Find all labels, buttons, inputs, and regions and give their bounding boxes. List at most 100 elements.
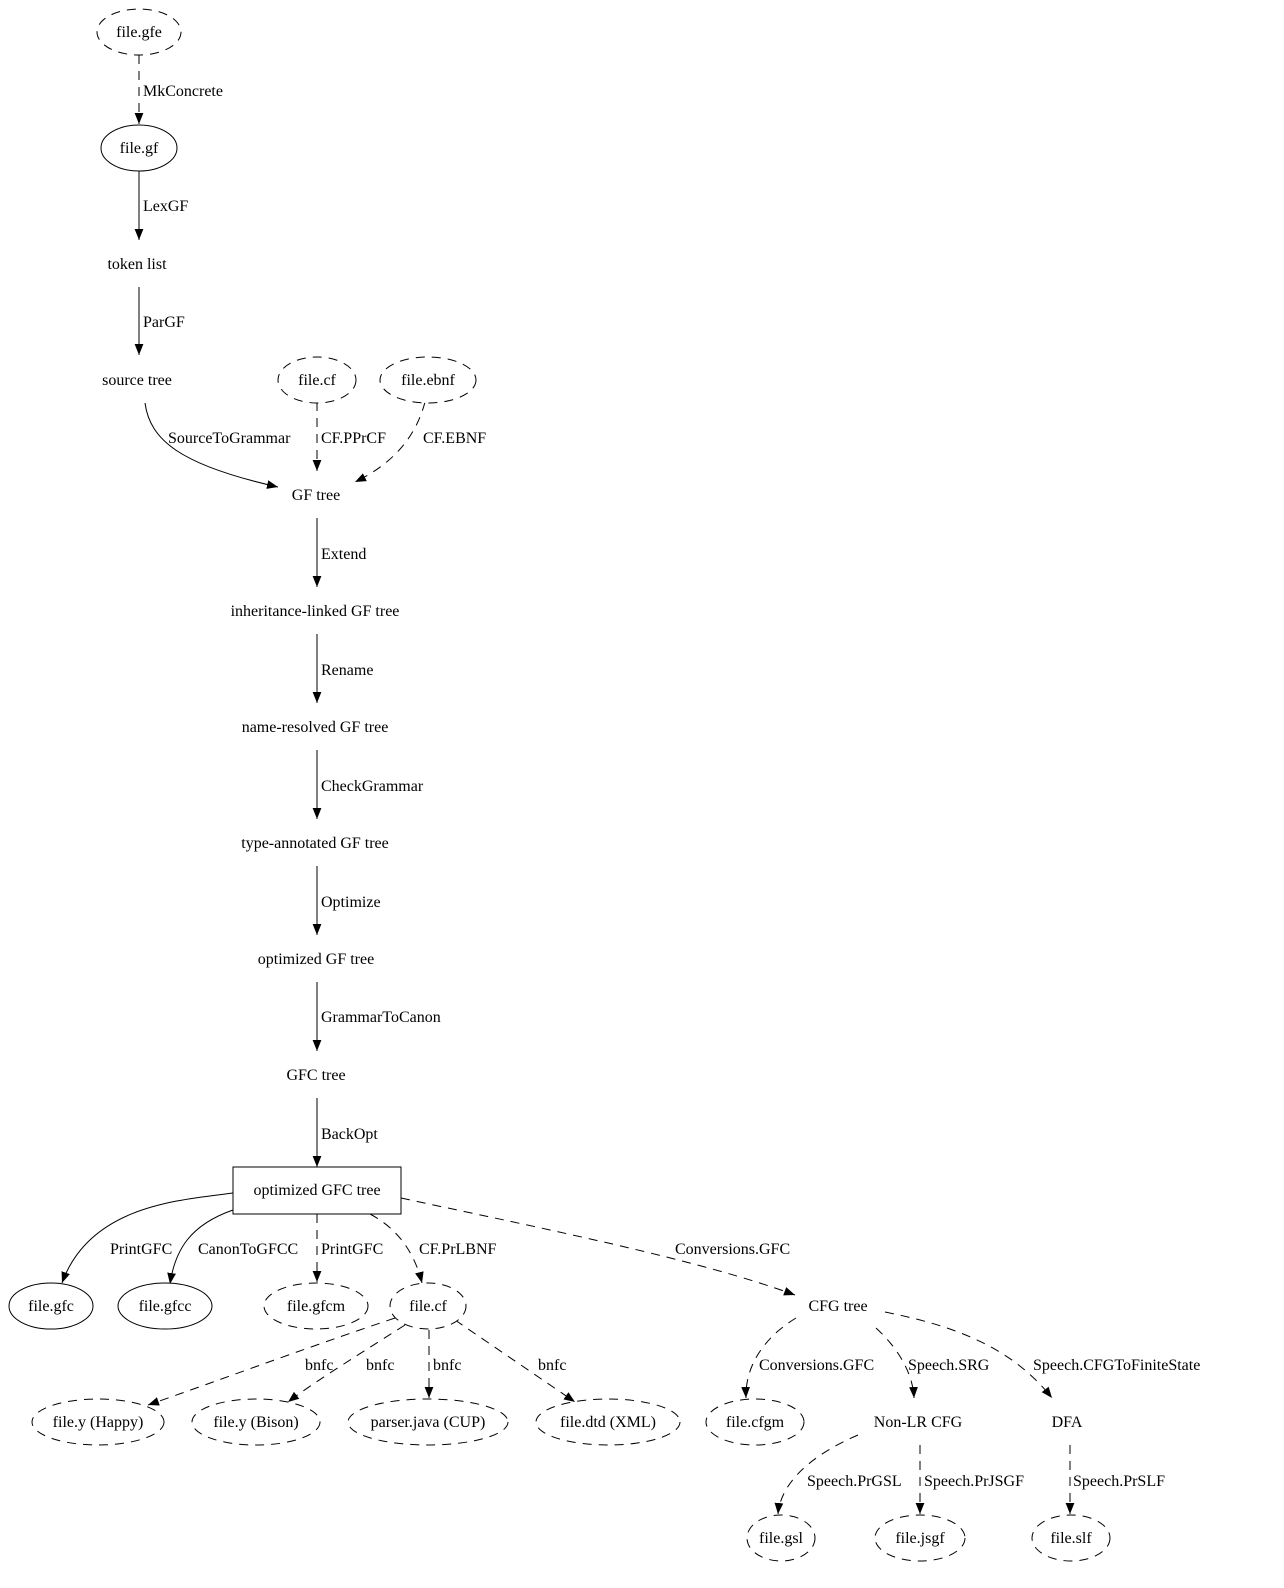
edge-label: bnfc [433,1357,461,1374]
node-gftree: GF tree [292,487,340,504]
node-jsgf: file.jsgf [874,1514,966,1562]
edge-nonlr-to-gsl [774,1434,859,1515]
node-cf2: file.cf [389,1282,467,1330]
edge-label: Speech.SRG [908,1357,990,1374]
node-label: optimized GF tree [258,951,374,968]
node-label: name-resolved GF tree [242,719,389,736]
node-ellipse [347,1398,509,1446]
node-label: source tree [102,372,172,389]
edge-label: MkConcrete [143,83,223,100]
node-label: file.cf [298,372,336,389]
node-optgf: optimized GF tree [258,951,374,968]
node-ellipse [8,1282,94,1330]
node-label: file.cfgm [726,1414,785,1431]
edge-label: Rename [321,662,373,679]
node-label: inheritance-linked GF tree [231,603,400,620]
edge-optgfc-to-gfcc [167,1209,234,1285]
node-label: file.jsgf [895,1530,945,1547]
node-label: file.gfc [28,1298,74,1315]
node-cfgm: file.cfgm [705,1398,805,1446]
node-nonlr: Non-LR CFG [874,1414,963,1431]
edge-label: CanonToGFCC [198,1241,298,1258]
edge-label: PrintGFC [321,1241,383,1258]
node-label: file.gf [120,140,159,157]
node-ellipse [277,356,357,404]
node-ebnf: file.ebnf [379,356,477,404]
node-label: file.gsl [759,1530,804,1547]
node-nameres: name-resolved GF tree [242,719,389,736]
node-label: file.gfcc [139,1298,192,1315]
node-ellipse [746,1514,816,1562]
edge-label: CF.PPrCF [321,430,386,447]
edge-label: PrintGFC [110,1241,172,1258]
node-label: type-annotated GF tree [241,835,389,852]
node-label: optimized GFC tree [253,1182,380,1199]
node-label: Non-LR CFG [874,1414,963,1431]
edge-cfgtree-to-dfa [884,1311,1053,1399]
node-bison: file.y (Bison) [191,1398,321,1446]
node-gf: file.gf [100,124,178,172]
edge-label: Speech.PrSLF [1073,1473,1165,1490]
node-ellipse [100,124,178,172]
node-gfcm: file.gfcm [263,1282,369,1330]
node-cf1: file.cf [277,356,357,404]
node-ellipse [705,1398,805,1446]
node-ellipse [96,8,182,56]
node-label: file.gfcm [287,1298,346,1315]
node-ellipse [31,1398,165,1446]
node-inh: inheritance-linked GF tree [231,603,400,620]
node-cfgtree: CFG tree [808,1298,867,1315]
node-dtd: file.dtd (XML) [535,1398,681,1446]
edge-label: SourceToGrammar [168,430,291,447]
node-box [232,1166,402,1215]
edge-optgfc-to-gfcf [61,1192,234,1284]
edge-label: BackOpt [321,1126,378,1143]
node-label: parser.java (CUP) [371,1414,486,1431]
edge-label: Optimize [321,894,381,911]
node-gfcc: file.gfcc [117,1282,213,1330]
node-gfcf: file.gfc [8,1282,94,1330]
edge-ebnf-to-gftree [354,401,426,483]
node-ellipse [1031,1514,1111,1562]
node-label: file.cf [409,1298,447,1315]
node-gsl: file.gsl [746,1514,816,1562]
node-typeann: type-annotated GF tree [241,835,389,852]
node-label: file.slf [1050,1530,1092,1547]
edge-cf2-to-happy [147,1317,396,1406]
edge-label: Conversions.GFC [675,1241,790,1258]
edge-label: bnfc [305,1357,333,1374]
node-label: file.dtd (XML) [560,1414,656,1431]
node-cup: parser.java (CUP) [347,1398,509,1446]
node-ellipse [379,356,477,404]
edge-label: bnfc [538,1357,566,1374]
edge-label: ParGF [143,314,185,331]
edge-label: Speech.PrJSGF [924,1473,1024,1490]
node-source: source tree [102,372,172,389]
node-dfa: DFA [1052,1414,1083,1431]
node-happy: file.y (Happy) [31,1398,165,1446]
node-label: file.y (Happy) [53,1414,144,1431]
node-label: file.gfe [116,24,162,41]
edge-label: Speech.CFGToFiniteState [1033,1357,1200,1374]
node-slf: file.slf [1031,1514,1111,1562]
node-ellipse [535,1398,681,1446]
node-ellipse [191,1398,321,1446]
node-gfc: GFC tree [286,1067,345,1084]
edge-source-to-gftree [144,402,279,489]
edge-label: CF.EBNF [423,430,486,447]
node-optgfc: optimized GFC tree [232,1166,402,1215]
node-tokens: token list [107,256,167,273]
edge-label: CheckGrammar [321,778,424,795]
node-ellipse [117,1282,213,1330]
edge-optgfc-to-cf2 [369,1213,424,1284]
edge-label: GrammarToCanon [321,1009,441,1026]
node-label: CFG tree [808,1298,867,1315]
node-label: DFA [1052,1414,1083,1431]
edge-label: Speech.PrGSL [807,1473,902,1490]
edge-label: Conversions.GFC [759,1357,874,1374]
node-label: file.ebnf [401,372,455,389]
edge-label: CF.PrLBNF [419,1241,497,1258]
node-gfe: file.gfe [96,8,182,56]
node-ellipse [263,1282,369,1330]
